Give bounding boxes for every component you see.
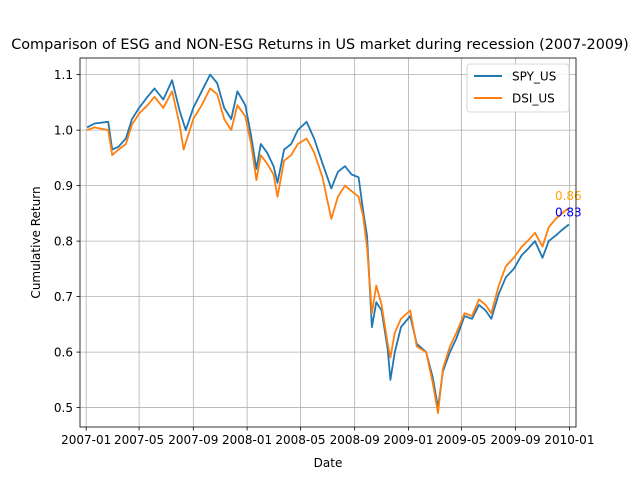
legend-label-spy-us: SPY_US xyxy=(512,70,556,84)
x-tick-label: 2007-01 xyxy=(61,433,111,447)
x-tick-label: 2007-09 xyxy=(168,433,218,447)
y-tick-label: 1.1 xyxy=(54,68,73,82)
x-tick-label: 2008-01 xyxy=(222,433,272,447)
annotation-label: 0.86 xyxy=(555,189,582,203)
annotation-label: 0.83 xyxy=(555,205,582,219)
x-tick-label: 2010-01 xyxy=(544,433,594,447)
x-tick-label: 2009-01 xyxy=(383,433,433,447)
x-tick-label: 2009-09 xyxy=(491,433,541,447)
x-tick-label: 2007-05 xyxy=(114,433,164,447)
x-tick-label: 2008-09 xyxy=(330,433,380,447)
y-axis-label: Cumulative Return xyxy=(29,186,43,298)
annotations: 0.86 0.83 xyxy=(555,189,582,220)
y-tick-label: 0.5 xyxy=(54,401,73,415)
x-tick-label: 2009-05 xyxy=(436,433,486,447)
y-tick-label: 0.8 xyxy=(54,235,73,249)
series-line-dsi-us xyxy=(86,87,570,415)
y-axis-ticks: 0.5 0.6 0.7 0.8 0.9 1.0 1.1 xyxy=(54,68,80,415)
legend-label-dsi-us: DSI_US xyxy=(512,92,555,106)
x-axis-label: Date xyxy=(314,456,343,470)
y-tick-label: 0.7 xyxy=(54,290,73,304)
y-tick-label: 0.9 xyxy=(54,179,73,193)
y-tick-label: 0.6 xyxy=(54,346,73,360)
series-layer xyxy=(86,73,570,415)
chart-title: Comparison of ESG and NON-ESG Returns in… xyxy=(11,37,629,53)
legend: SPY_US DSI_US xyxy=(466,63,570,113)
plot-frame xyxy=(79,57,577,428)
y-tick-label: 1.0 xyxy=(54,124,73,138)
x-tick-label: 2008-05 xyxy=(275,433,325,447)
series-line-spy-us xyxy=(86,73,570,409)
x-axis-ticks: 2007-01 2007-05 2007-09 2008-01 2008-05 2008-… xyxy=(61,427,594,447)
